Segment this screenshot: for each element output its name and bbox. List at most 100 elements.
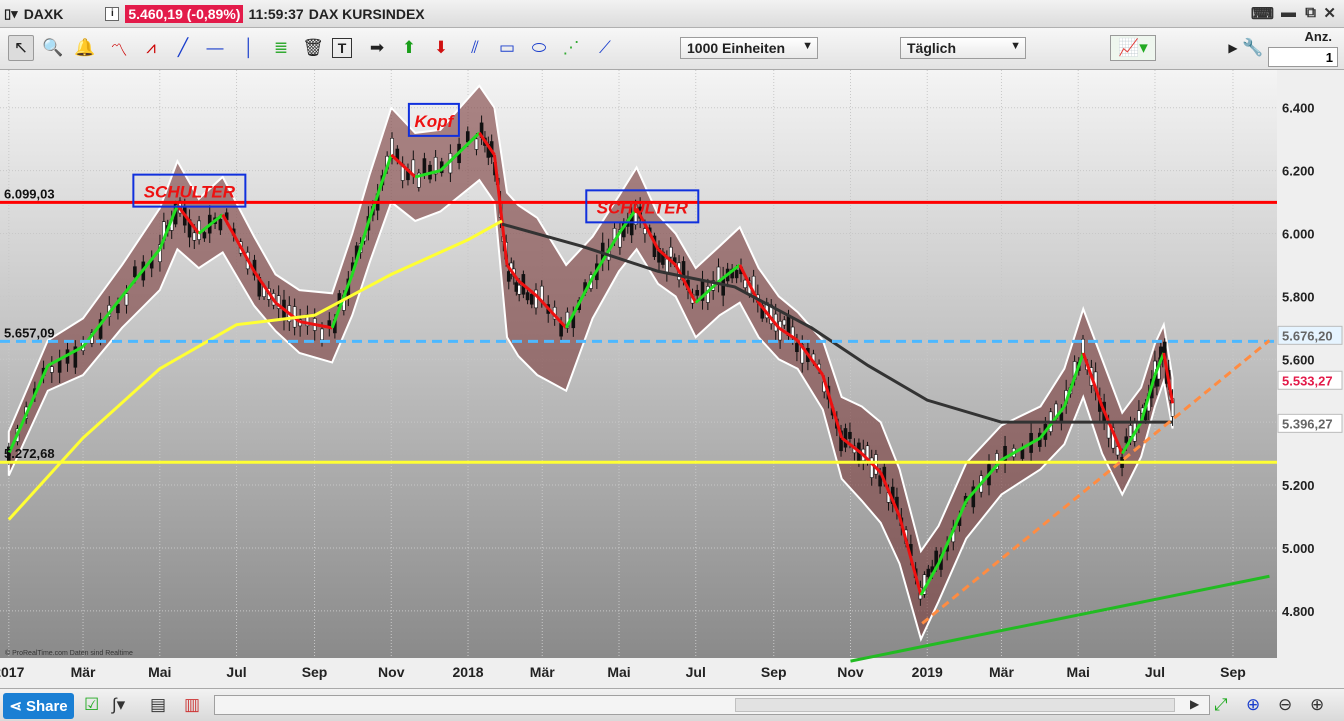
collapse-arrow-icon[interactable]: ▶ bbox=[1228, 41, 1238, 55]
candle-body bbox=[124, 293, 129, 306]
keyboard-icon[interactable]: ⌨ bbox=[1250, 6, 1274, 23]
hline-label: 5.657,09 bbox=[4, 325, 55, 340]
candle-body bbox=[926, 568, 931, 578]
zoom-fit-icon[interactable]: ⊕ bbox=[1246, 695, 1261, 714]
anz-input[interactable]: 1 bbox=[1268, 47, 1338, 67]
restore-icon[interactable]: ⧉ bbox=[1305, 4, 1316, 21]
candle-body bbox=[971, 486, 976, 508]
candle-body bbox=[665, 258, 669, 274]
minimize-icon[interactable]: ▬ bbox=[1281, 4, 1296, 21]
pointer-icon[interactable]: ↖ bbox=[8, 35, 34, 61]
y-tick-label: 6.000 bbox=[1282, 227, 1315, 242]
vline-icon[interactable]: │ bbox=[243, 38, 255, 57]
annotation-box bbox=[585, 189, 700, 224]
instrument-symbol[interactable]: DAXK bbox=[23, 5, 64, 22]
trend-segment bbox=[47, 345, 84, 367]
indicators-icon[interactable]: 📈▾ bbox=[1110, 35, 1156, 61]
trend-segment bbox=[937, 500, 968, 565]
trend-segment bbox=[7, 364, 50, 455]
checklist-icon[interactable]: ☑ bbox=[84, 695, 100, 714]
candle-body bbox=[474, 138, 479, 150]
price-chart-svg: 6.099,03 5.657,09 5.272,68 SCHULTER Kopf SCH… bbox=[0, 70, 1344, 688]
value-label: 5.533,27 bbox=[1282, 373, 1333, 388]
candle-body bbox=[433, 156, 438, 175]
instrument-name: DAX KURSINDEX bbox=[308, 5, 425, 22]
arrow-right-icon[interactable]: ➡ bbox=[369, 38, 385, 57]
share-button[interactable]: ⋖ Share bbox=[3, 693, 74, 719]
alert-bell-icon[interactable]: 🔔 bbox=[74, 38, 96, 57]
settings-wrench-icon[interactable]: 🔧 bbox=[1242, 38, 1264, 57]
candle-body bbox=[734, 269, 739, 279]
trend-segment bbox=[158, 204, 179, 250]
arrow-down-icon[interactable]: ⬇ bbox=[433, 38, 449, 57]
ellipse-icon[interactable]: ⬭ bbox=[531, 38, 547, 57]
zigzag-icon[interactable]: 〽 bbox=[110, 40, 128, 60]
candle-body bbox=[506, 271, 511, 282]
toolbar: ↖ 🔍 🔔 〽 ⩘ ╱ — │ ≣ 🗑 T ➡ ⬆ ⬇ ⫽ ▭ ⬭ ⋰ ⟋ 10… bbox=[0, 28, 1344, 70]
plot-background bbox=[0, 70, 1277, 658]
candle-body bbox=[98, 319, 103, 339]
table-icon[interactable]: ▤ bbox=[150, 695, 167, 714]
candle-body bbox=[116, 303, 120, 314]
line-tool-icon[interactable]: ⟋ bbox=[599, 38, 611, 57]
candle-body bbox=[1115, 446, 1120, 456]
trend-segment bbox=[718, 263, 741, 282]
scroll-right-icon[interactable]: ▶ bbox=[1190, 697, 1200, 711]
arrow-up-icon[interactable]: ⬆ bbox=[401, 38, 417, 57]
period-select[interactable]: Täglich ▼ bbox=[900, 37, 1026, 59]
x-tick-label: Mai bbox=[1067, 664, 1090, 680]
title-bar: ▯▾ DAXK i 5.460,19 (-0,89%) 11:59:37 DAX… bbox=[0, 0, 1344, 28]
units-select[interactable]: 1000 Einheiten ▼ bbox=[680, 37, 818, 59]
trend-segment bbox=[81, 295, 124, 348]
gann-icon[interactable]: ⋰ bbox=[562, 38, 580, 57]
trend-segment bbox=[1000, 436, 1042, 462]
bars-icon[interactable]: ▥ bbox=[184, 695, 201, 714]
trend-segment bbox=[617, 207, 638, 235]
trendline-1 bbox=[921, 339, 1271, 625]
wave-icon[interactable]: ⩘ bbox=[146, 38, 156, 57]
x-tick-label: Jul bbox=[1145, 664, 1165, 680]
share-label: Share bbox=[25, 697, 68, 715]
fibonacci-icon[interactable]: ≣ bbox=[273, 38, 289, 57]
trend-segment bbox=[879, 471, 901, 518]
candle-body bbox=[320, 328, 324, 341]
bottom-bar: ⋖ Share ☑ ∫▾ ▤ ▥ ◀ ▶ ⤢ ⊕ ⊖ ⊕ bbox=[0, 688, 1344, 721]
zoom-in-icon[interactable]: ⊕ bbox=[1310, 695, 1325, 714]
price-chart[interactable]: 6.099,03 5.657,09 5.272,68 SCHULTER Kopf SCH… bbox=[0, 70, 1344, 688]
close-icon[interactable]: ✕ bbox=[1323, 5, 1336, 22]
window-icon[interactable]: ▯▾ bbox=[4, 5, 18, 21]
candle-body bbox=[517, 284, 521, 295]
formula-icon[interactable]: ∫▾ bbox=[112, 695, 126, 714]
trend-segment bbox=[176, 204, 200, 235]
candle-body bbox=[50, 366, 54, 373]
hline-label: 6.099,03 bbox=[4, 186, 55, 201]
value-label: 5.676,20 bbox=[1282, 328, 1333, 343]
value-label-box bbox=[1277, 325, 1343, 345]
hline-icon[interactable]: — bbox=[206, 38, 224, 57]
trash-icon[interactable]: 🗑 bbox=[302, 38, 324, 57]
candle-body bbox=[1124, 436, 1129, 443]
channel-icon[interactable]: ⫽ bbox=[471, 38, 479, 57]
trend-segment bbox=[840, 436, 863, 455]
trend-segment bbox=[1153, 352, 1166, 376]
rectangle-icon[interactable]: ▭ bbox=[498, 38, 516, 57]
x-tick-label: 2017 bbox=[0, 664, 25, 680]
trend-segment bbox=[1100, 405, 1124, 455]
auto-fit-icon[interactable]: ⤢ bbox=[1214, 695, 1228, 714]
trendline-icon[interactable]: ╱ bbox=[177, 38, 189, 57]
candle-body bbox=[525, 292, 530, 301]
trend-segment bbox=[674, 264, 698, 304]
horizontal-scrollbar[interactable] bbox=[214, 695, 1210, 715]
candle-body bbox=[695, 290, 700, 296]
info-icon[interactable]: i bbox=[105, 6, 120, 21]
candle-body bbox=[465, 131, 470, 143]
trend-segment bbox=[635, 207, 660, 250]
scroll-thumb[interactable] bbox=[735, 698, 1175, 712]
candle-body bbox=[878, 475, 882, 487]
zoom-out-icon[interactable]: ⊖ bbox=[1278, 695, 1293, 714]
annotation-text: SCHULTER bbox=[597, 198, 689, 217]
text-icon[interactable]: T bbox=[332, 38, 352, 58]
candle-body bbox=[133, 266, 137, 278]
value-label: 5.396,27 bbox=[1282, 416, 1333, 431]
zoom-icon[interactable]: 🔍 bbox=[42, 38, 64, 57]
